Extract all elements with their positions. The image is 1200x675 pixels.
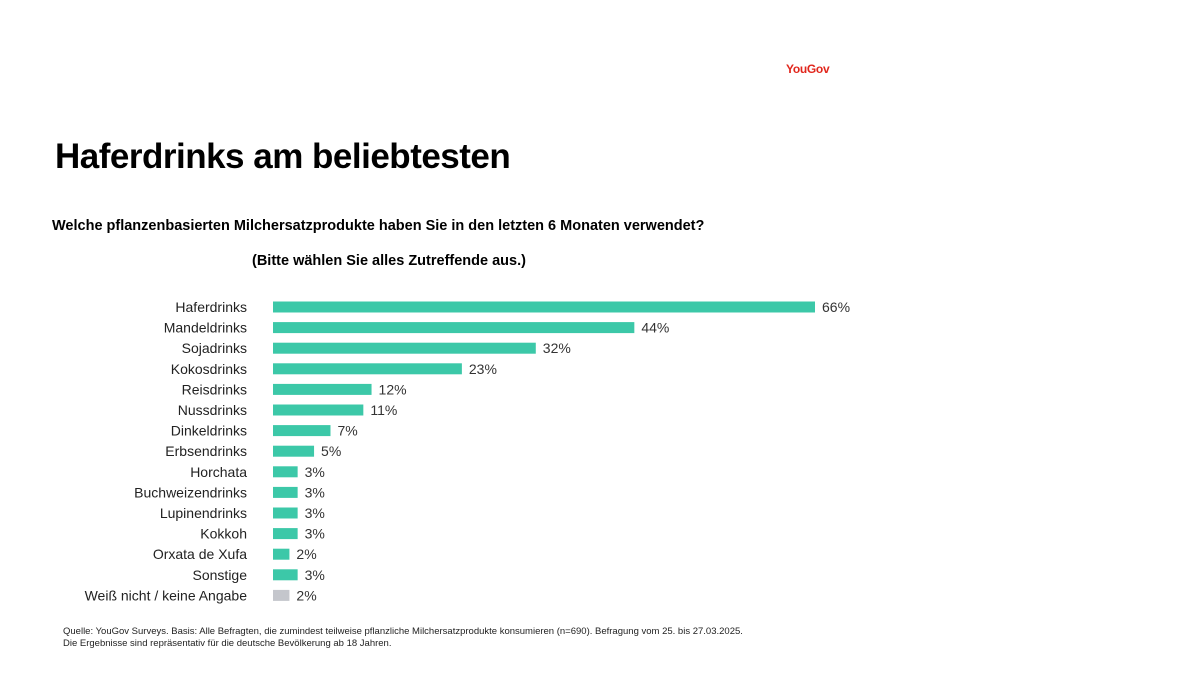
bar-reisdrinks: [273, 383, 372, 395]
value-label-orxata-de-xufa: 2%: [296, 546, 316, 562]
bar-sonstige: [273, 569, 298, 581]
source-note: Quelle: YouGov Surveys. Basis: Alle Befr…: [63, 626, 743, 650]
value-label-buchweizendrinks: 3%: [305, 484, 325, 500]
value-label-dinkeldrinks: 7%: [337, 423, 357, 439]
category-label-kokosdrinks: Kokosdrinks: [171, 361, 247, 377]
value-label-reisdrinks: 12%: [379, 381, 407, 397]
value-label-mandeldrinks: 44%: [641, 320, 669, 336]
yougov-logo: YouGov: [786, 62, 830, 76]
value-label-haferdrinks: 66%: [822, 299, 850, 315]
value-label-sojadrinks: 32%: [543, 340, 571, 356]
horizontal-bar-chart: Haferdrinks 66% Mandeldrinks 44% Sojadrinks 3…: [85, 299, 850, 603]
bar-weiss-nicht-keine-angabe: [273, 589, 290, 601]
source-line-1: Quelle: YouGov Surveys. Basis: Alle Befr…: [63, 626, 743, 637]
survey-instruction: (Bitte wählen Sie alles Zutreffende aus.…: [252, 253, 526, 269]
bar-buchweizendrinks: [273, 486, 298, 498]
value-label-horchata: 3%: [305, 464, 325, 480]
bar-mandeldrinks: [273, 322, 635, 334]
value-label-weiss-nicht-keine-angabe: 2%: [296, 587, 316, 603]
value-label-kokkoh: 3%: [305, 526, 325, 542]
bar-nussdrinks: [273, 404, 364, 416]
page-title: Haferdrinks am beliebtesten: [55, 137, 511, 176]
bar-sojadrinks: [273, 342, 536, 354]
source-line-2: Die Ergebnisse sind repräsentativ für di…: [63, 638, 392, 649]
value-label-lupinendrinks: 3%: [305, 505, 325, 521]
bar-orxata-de-xufa: [273, 548, 290, 560]
bar-dinkeldrinks: [273, 425, 331, 437]
category-label-sojadrinks: Sojadrinks: [182, 340, 247, 356]
category-label-orxata-de-xufa: Orxata de Xufa: [153, 546, 247, 562]
value-label-nussdrinks: 11%: [370, 402, 397, 418]
bar-horchata: [273, 466, 298, 478]
survey-question: Welche pflanzenbasierten Milchersatzprod…: [52, 218, 705, 234]
category-label-lupinendrinks: Lupinendrinks: [160, 505, 247, 521]
bar-lupinendrinks: [273, 507, 298, 519]
category-label-sonstige: Sonstige: [193, 567, 248, 583]
category-label-reisdrinks: Reisdrinks: [182, 381, 247, 397]
bar-erbsendrinks: [273, 445, 315, 457]
category-label-buchweizendrinks: Buchweizendrinks: [134, 484, 247, 500]
category-label-erbsendrinks: Erbsendrinks: [165, 443, 247, 459]
bar-kokosdrinks: [273, 363, 462, 375]
category-label-horchata: Horchata: [190, 464, 247, 480]
value-label-sonstige: 3%: [305, 567, 325, 583]
value-label-kokosdrinks: 23%: [469, 361, 497, 377]
category-label-haferdrinks: Haferdrinks: [175, 299, 247, 315]
category-label-mandeldrinks: Mandeldrinks: [164, 320, 247, 336]
bar-kokkoh: [273, 528, 298, 540]
category-label-nussdrinks: Nussdrinks: [178, 402, 247, 418]
category-label-weiss-nicht-keine-angabe: Weiß nicht / keine Angabe: [85, 587, 248, 603]
bar-haferdrinks: [273, 301, 815, 313]
bars-layer: Haferdrinks 66% Mandeldrinks 44% Sojadrinks 3…: [85, 299, 850, 603]
category-label-kokkoh: Kokkoh: [200, 526, 247, 542]
value-label-erbsendrinks: 5%: [321, 443, 341, 459]
category-label-dinkeldrinks: Dinkeldrinks: [171, 423, 247, 439]
